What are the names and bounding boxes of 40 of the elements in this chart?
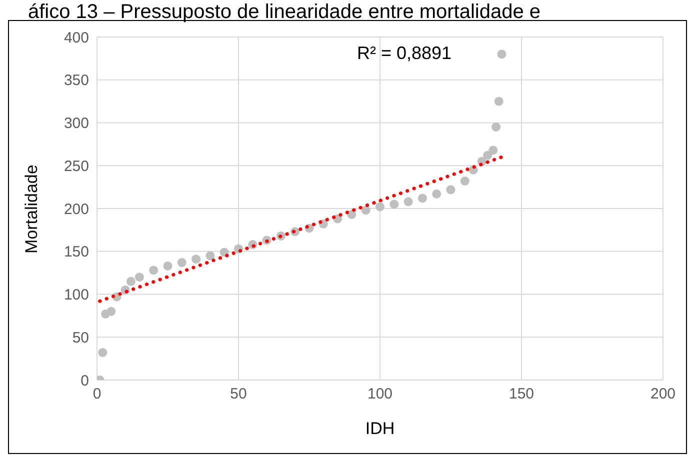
- point: [432, 189, 442, 198]
- x-tick-label: 150: [508, 386, 534, 403]
- y-tick-label: 100: [64, 286, 89, 304]
- point: [404, 197, 413, 206]
- annotation: R² = 0,8891: [357, 43, 452, 64]
- y-tick-label: 200: [64, 200, 89, 218]
- point: [492, 122, 501, 132]
- y-tick-label: 350: [64, 72, 89, 90]
- y-axis-title: Mortalidade: [22, 164, 42, 254]
- point: [98, 348, 108, 358]
- point: [149, 266, 158, 275]
- x-axis-title: IDH: [365, 419, 395, 438]
- point: [192, 254, 201, 264]
- chart-title: áfico 13 – Pressuposto de linearidade entre mortalidade e: [28, 1, 541, 23]
- point: [483, 150, 492, 160]
- x-tick-label: 200: [650, 386, 676, 403]
- x-tick-label: 100: [367, 386, 393, 403]
- point: [106, 306, 116, 316]
- point: [460, 176, 470, 186]
- point: [206, 251, 215, 260]
- point: [376, 202, 384, 212]
- x-tick-label: 50: [230, 386, 247, 403]
- point: [361, 206, 370, 215]
- point: [446, 185, 456, 194]
- point: [497, 50, 506, 59]
- x-tick-label: 0: [92, 386, 102, 403]
- point: [494, 96, 504, 106]
- point: [177, 258, 186, 268]
- y-tick-label: 250: [64, 158, 89, 175]
- y-tick-label: 300: [64, 115, 89, 132]
- y-tick-label: 50: [72, 329, 89, 346]
- point: [418, 194, 427, 203]
- y-tick-label: 0: [80, 372, 89, 390]
- point: [134, 272, 144, 282]
- y-tick-label: 400: [64, 29, 89, 46]
- point: [126, 276, 136, 286]
- point: [163, 261, 172, 270]
- y-tick-label: 150: [64, 244, 89, 261]
- point: [488, 146, 498, 155]
- point: [390, 200, 399, 209]
